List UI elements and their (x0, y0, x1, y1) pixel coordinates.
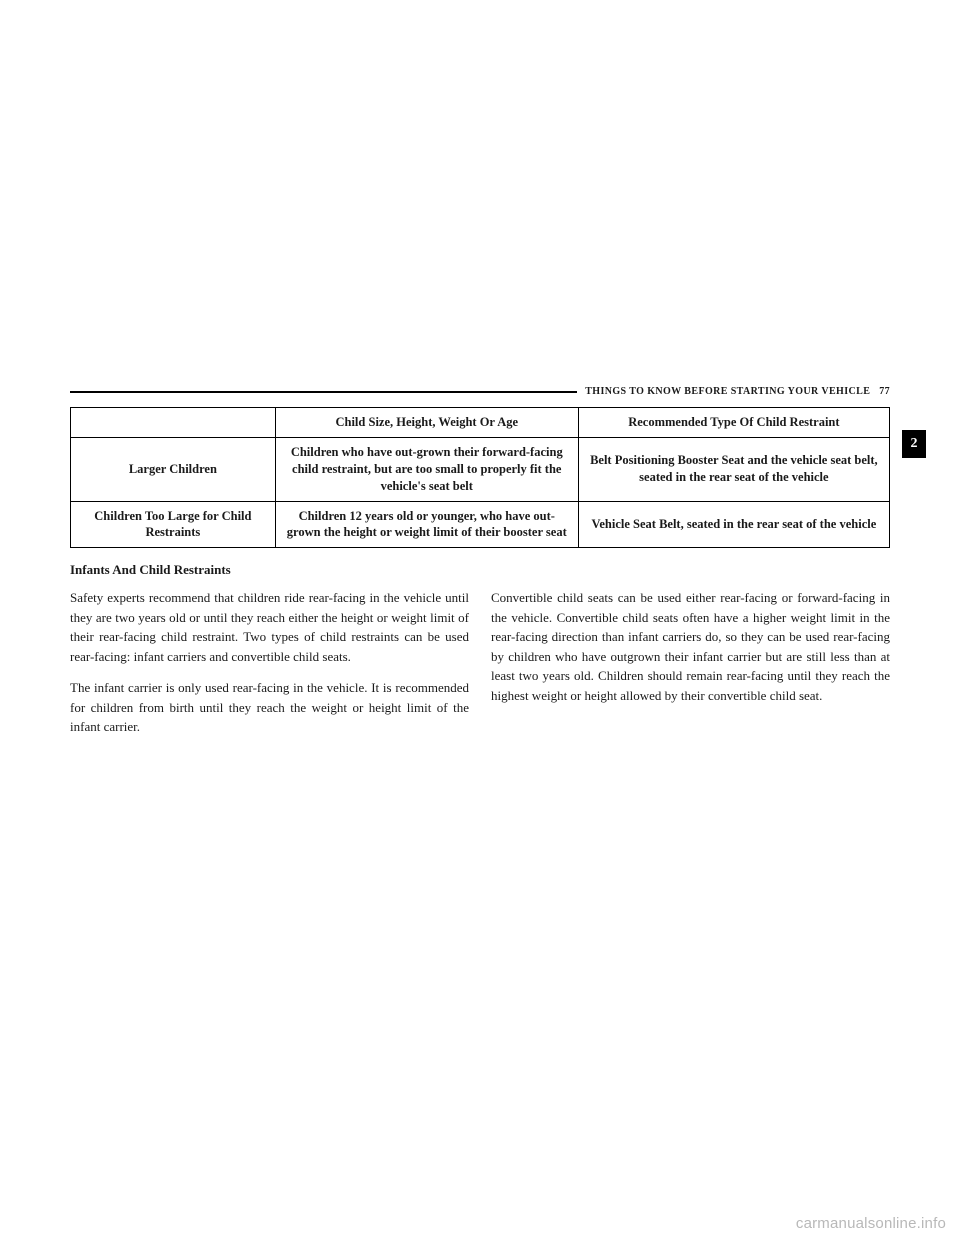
page-number: 77 (879, 386, 890, 397)
manual-page: 2 THINGS TO KNOW BEFORE STARTING YOUR VE… (70, 386, 890, 749)
table-header-size: Child Size, Height, Weight Or Age (275, 408, 578, 438)
table-cell-size: Children 12 years old or younger, who ha… (275, 501, 578, 548)
table-cell-category: Children Too Large for Child Restraints (71, 501, 276, 548)
table-cell-recommended: Belt Positioning Booster Seat and the ve… (578, 437, 889, 501)
right-column: Convertible child seats can be used eith… (491, 588, 890, 749)
subheading: Infants And Child Restraints (70, 562, 890, 578)
body-paragraph: Convertible child seats can be used eith… (491, 588, 890, 705)
body-paragraph: Safety experts recommend that children r… (70, 588, 469, 666)
table-header-type: Recommended Type Of Child Restraint (578, 408, 889, 438)
left-column: Safety experts recommend that children r… (70, 588, 469, 749)
table-cell-size: Children who have out-grown their forwar… (275, 437, 578, 501)
page-header: THINGS TO KNOW BEFORE STARTING YOUR VEHI… (70, 386, 890, 397)
watermark: carmanualsonline.info (796, 1215, 946, 1232)
table-header-row: Child Size, Height, Weight Or Age Recomm… (71, 408, 890, 438)
body-paragraph: The infant carrier is only used rear-fac… (70, 678, 469, 737)
section-tab-label: 2 (911, 436, 918, 452)
table-cell-category: Larger Children (71, 437, 276, 501)
table-cell-recommended: Vehicle Seat Belt, seated in the rear se… (578, 501, 889, 548)
header-rule-line (70, 391, 577, 393)
header-text: THINGS TO KNOW BEFORE STARTING YOUR VEHI… (585, 386, 890, 397)
table-row: Larger Children Children who have out-gr… (71, 437, 890, 501)
body-columns: Safety experts recommend that children r… (70, 588, 890, 749)
section-tab: 2 (902, 430, 926, 458)
table-row: Children Too Large for Child Restraints … (71, 501, 890, 548)
section-title: THINGS TO KNOW BEFORE STARTING YOUR VEHI… (585, 386, 870, 397)
table-header-blank (71, 408, 276, 438)
child-restraint-table: Child Size, Height, Weight Or Age Recomm… (70, 407, 890, 548)
